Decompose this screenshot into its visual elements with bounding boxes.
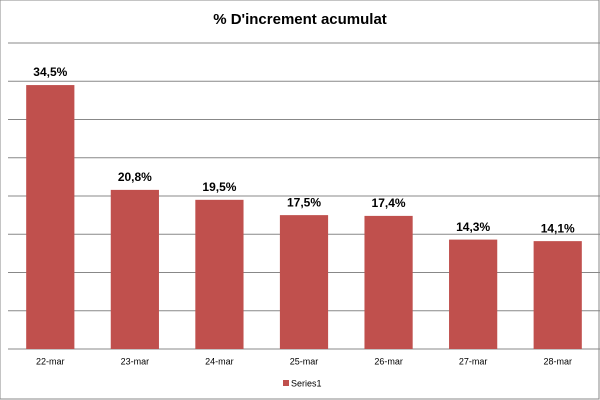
x-tick-label: 26-mar (374, 356, 403, 366)
bar (110, 189, 159, 349)
data-label: 34,5% (33, 65, 67, 79)
x-tick-label: 23-mar (121, 356, 150, 366)
data-label: 17,5% (287, 195, 321, 209)
bar (26, 85, 75, 349)
chart-title: % D'increment acumulat (213, 11, 387, 28)
bar (449, 239, 498, 349)
x-tick-label: 25-mar (290, 356, 319, 366)
data-label: 17,4% (372, 196, 406, 210)
data-label: 20,8% (118, 170, 152, 184)
data-label: 14,1% (541, 221, 575, 235)
data-label: 14,3% (456, 220, 490, 234)
legend-label: Series1 (291, 378, 322, 388)
data-label: 19,5% (202, 180, 236, 194)
bar (364, 215, 413, 349)
x-tick-label: 28-mar (543, 356, 572, 366)
x-tick-label: 24-mar (205, 356, 234, 366)
x-tick-label: 22-mar (36, 356, 65, 366)
x-tick-label: 27-mar (459, 356, 488, 366)
bar (195, 199, 244, 349)
bar (279, 215, 329, 349)
bar (533, 241, 582, 349)
legend-swatch (283, 380, 289, 386)
